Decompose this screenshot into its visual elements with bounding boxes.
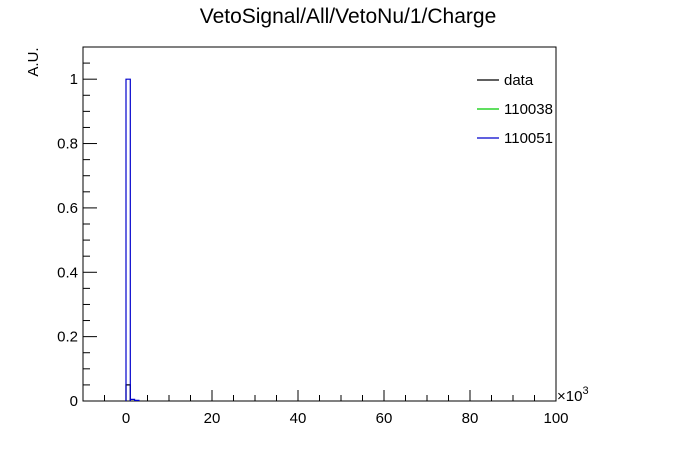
x-tick-label: 40 — [290, 410, 307, 427]
histogram-bin — [125, 78, 131, 401]
y-tick-label: 0.2 — [57, 329, 78, 346]
histogram-bin — [134, 399, 140, 401]
legend-label: 110038 — [504, 101, 553, 118]
plot-frame — [82, 46, 557, 402]
y-axis-label: A.U. — [25, 47, 42, 76]
y-tick-label: 0.4 — [57, 264, 78, 281]
y-tick-label: 0.6 — [57, 200, 78, 217]
legend-label: data — [504, 72, 534, 89]
chart-title: VetoSignal/All/VetoNu/1/Charge — [200, 5, 497, 28]
x-tick-label: 80 — [462, 410, 479, 427]
legend-label: 110051 — [504, 130, 553, 147]
y-axis-ticks: 0 0.2 0.4 0.6 0.8 1 — [57, 46, 97, 410]
y-tick-label: 0.8 — [57, 136, 78, 153]
x-tick-label: 0 — [122, 410, 130, 427]
x-tick-label: 60 — [376, 410, 393, 427]
legend: data 110038 110051 — [477, 72, 553, 147]
y-tick-label: 0 — [70, 393, 78, 410]
x-axis-multiplier-base: ×10 — [557, 388, 582, 405]
x-axis-multiplier-exponent: 3 — [582, 385, 588, 397]
histogram-bars — [125, 78, 140, 401]
x-axis-multiplier: ×103 — [557, 385, 589, 405]
x-tick-label: 20 — [204, 410, 221, 427]
x-tick-label: 100 — [543, 410, 568, 427]
y-tick-label: 1 — [70, 71, 78, 88]
histogram-bin — [125, 384, 131, 401]
x-axis-ticks: 0 20 40 60 80 100 — [82, 390, 569, 427]
